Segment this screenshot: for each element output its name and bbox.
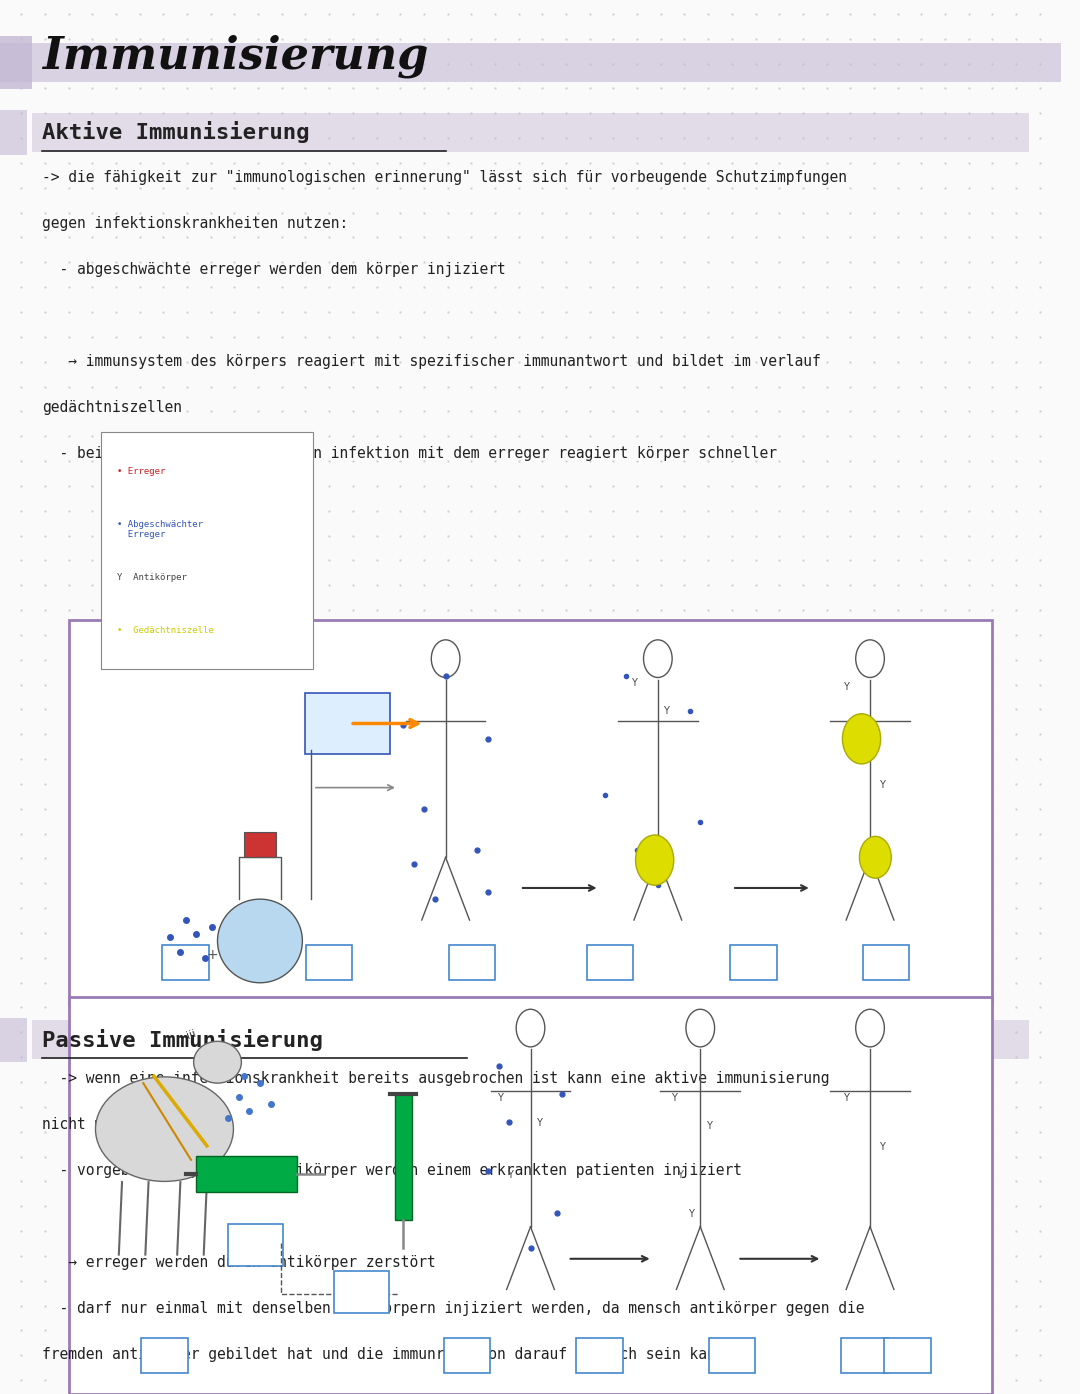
FancyBboxPatch shape [841,1338,888,1373]
Text: → erreger werden durch antikörper zerstört: → erreger werden durch antikörper zerstö… [42,1255,436,1270]
Text: - darf nur einmal mit denselben antikörpern injiziert werden, da mensch antikörp: - darf nur einmal mit denselben antikörp… [42,1301,865,1316]
Circle shape [842,714,880,764]
Text: Y: Y [688,1209,693,1218]
Text: Y: Y [671,1093,676,1103]
FancyBboxPatch shape [100,432,313,669]
Circle shape [860,836,891,878]
FancyBboxPatch shape [449,945,496,980]
FancyBboxPatch shape [586,945,634,980]
Text: Y: Y [705,1121,712,1131]
Ellipse shape [193,1041,242,1083]
FancyBboxPatch shape [708,1338,755,1373]
FancyBboxPatch shape [197,1156,297,1192]
Text: Y: Y [677,1170,683,1179]
FancyBboxPatch shape [334,1271,390,1313]
Text: • Abgeschwächter
  Erreger: • Abgeschwächter Erreger [117,520,203,539]
FancyBboxPatch shape [69,997,993,1394]
Text: -> die fähigkeit zur "immunologischen erinnerung" lässt sich für vorbeugende Sch: -> die fähigkeit zur "immunologischen er… [42,170,848,185]
FancyBboxPatch shape [228,1224,283,1266]
FancyBboxPatch shape [0,36,31,89]
Text: +: + [206,948,218,962]
Text: Passive Immunisierung: Passive Immunisierung [42,1029,323,1051]
Text: Y: Y [843,682,849,691]
FancyBboxPatch shape [162,945,210,980]
Text: gegen infektionskrankheiten nutzen:: gegen infektionskrankheiten nutzen: [42,216,349,231]
FancyBboxPatch shape [244,832,275,857]
FancyBboxPatch shape [31,1020,1029,1059]
Text: Y: Y [843,1093,849,1103]
Text: Y: Y [536,1118,542,1128]
FancyBboxPatch shape [576,1338,623,1373]
Text: fremden antikörper gebildet hat und die immunreaktion darauf tödlich sein kann: fremden antikörper gebildet hat und die … [42,1347,725,1362]
Text: Immunisierung: Immunisierung [42,33,429,78]
FancyBboxPatch shape [0,1018,27,1062]
FancyBboxPatch shape [730,945,777,980]
Text: Y  Antikörper: Y Antikörper [117,573,187,581]
FancyBboxPatch shape [444,1338,490,1373]
FancyBboxPatch shape [0,110,27,155]
Text: - bei einer eventuell späteren infektion mit dem erreger reagiert körper schnell: - bei einer eventuell späteren infektion… [42,446,778,461]
Text: Aktive Immunisierung: Aktive Immunisierung [42,121,310,144]
Text: nicht mehr helfen: nicht mehr helfen [42,1117,191,1132]
Text: Y: Y [508,1170,513,1179]
Text: gedächtniszellen: gedächtniszellen [42,400,183,415]
FancyBboxPatch shape [69,620,993,1004]
FancyBboxPatch shape [883,1338,931,1373]
Text: - abgeschwächte erreger werden dem körper injiziert: - abgeschwächte erreger werden dem körpe… [42,262,507,277]
Text: - vorgebildete passende antikörper werden einem erkrankten patienten injiziert: - vorgebildete passende antikörper werde… [42,1163,742,1178]
FancyBboxPatch shape [141,1338,188,1373]
Text: iii: iii [186,1027,198,1040]
Text: Y: Y [878,779,885,789]
Text: • Erreger: • Erreger [117,467,165,475]
Ellipse shape [95,1076,233,1182]
Text: -> wenn eine infektionskrankheit bereits ausgebrochen ist kann eine aktive immun: -> wenn eine infektionskrankheit bereits… [42,1071,829,1086]
FancyBboxPatch shape [306,945,352,980]
Text: •  Gedächtniszelle: • Gedächtniszelle [117,626,214,634]
Text: Y: Y [663,705,669,715]
FancyBboxPatch shape [305,693,391,754]
FancyBboxPatch shape [394,1094,411,1220]
Text: Y: Y [878,1142,885,1151]
FancyBboxPatch shape [0,43,1061,82]
Circle shape [635,835,674,885]
FancyBboxPatch shape [31,113,1029,152]
FancyBboxPatch shape [863,945,909,980]
Text: Y: Y [497,1093,502,1103]
Ellipse shape [217,899,302,983]
Text: Y: Y [632,677,637,687]
Text: → immunsystem des körpers reagiert mit spezifischer immunantwort und bildet im v: → immunsystem des körpers reagiert mit s… [42,354,821,369]
